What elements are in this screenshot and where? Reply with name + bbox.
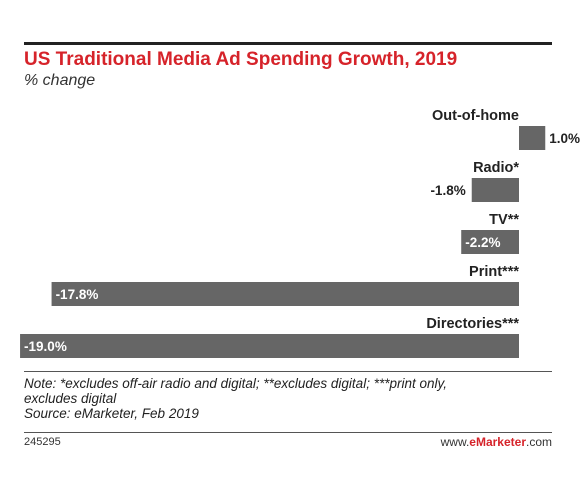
bar bbox=[20, 334, 520, 358]
value-label: -19.0% bbox=[24, 339, 67, 354]
value-label: -17.8% bbox=[56, 287, 99, 302]
value-label: 1.0% bbox=[549, 131, 580, 146]
bar bbox=[471, 178, 519, 202]
site-brand: eMarketer bbox=[469, 435, 526, 449]
bar bbox=[461, 230, 519, 254]
site-link[interactable]: www.eMarketer.com bbox=[441, 435, 552, 449]
note-line-1: Note: *excludes off-air radio and digita… bbox=[24, 376, 447, 391]
bottom-rule bbox=[24, 432, 552, 433]
category-label: Out-of-home bbox=[432, 108, 519, 124]
site-prefix: www. bbox=[440, 435, 470, 449]
chart-notes: Note: *excludes off-air radio and digita… bbox=[24, 376, 544, 421]
notes-rule bbox=[24, 371, 552, 372]
source-line: Source: eMarketer, Feb 2019 bbox=[24, 406, 199, 421]
bar-chart: Out-of-home 1.0% Radio* -1.8% TV** -2.2% Print… bbox=[20, 108, 580, 358]
note-line-2: excludes digital bbox=[24, 391, 117, 406]
value-label: -2.2% bbox=[465, 235, 500, 250]
category-label: Radio* bbox=[473, 160, 519, 176]
category-label: TV** bbox=[489, 212, 519, 228]
chart-subtitle: % change bbox=[24, 72, 96, 89]
value-label: -1.8% bbox=[430, 183, 465, 198]
bar bbox=[51, 282, 520, 306]
top-rule bbox=[24, 42, 552, 45]
category-label: Print*** bbox=[469, 264, 519, 280]
chart-id: 245295 bbox=[24, 436, 61, 448]
chart-title: US Traditional Media Ad Spending Growth,… bbox=[24, 49, 458, 70]
site-suffix: .com bbox=[525, 435, 552, 449]
category-label: Directories*** bbox=[426, 316, 519, 332]
bar bbox=[519, 126, 546, 150]
